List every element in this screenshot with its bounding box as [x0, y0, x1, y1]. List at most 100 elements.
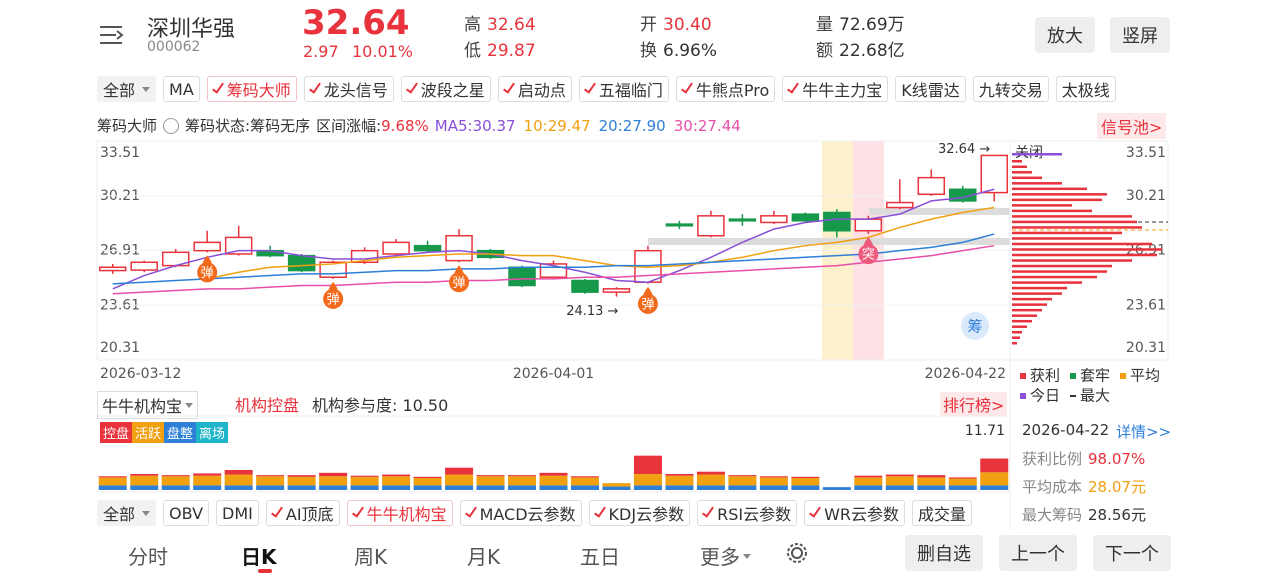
- volume-selector[interactable]: 牛牛机构宝: [97, 391, 199, 419]
- check-icon: [211, 80, 224, 94]
- tab-label[interactable]: 波段之星: [420, 81, 485, 100]
- header-button[interactable]: 放大: [1035, 17, 1095, 53]
- tab-label[interactable]: AI顶底: [285, 505, 334, 524]
- y-tick-label: 20.31: [1126, 340, 1166, 356]
- volume-segment: [287, 485, 316, 490]
- indicator-tab[interactable]: 牛熊点Pro: [675, 76, 776, 102]
- indicator-tab[interactable]: 筹码大师: [206, 76, 297, 102]
- volume-segment: [539, 475, 568, 486]
- legend-label: 平均: [1130, 367, 1160, 385]
- indicator-tab[interactable]: 九转交易: [972, 76, 1049, 102]
- volume-segment: [130, 485, 159, 490]
- nav-tab[interactable]: 分时: [128, 545, 168, 569]
- stat-label: 额: [816, 41, 833, 61]
- chip-status: 筹码状态:筹码无序: [185, 117, 311, 135]
- chip-bar: [1012, 193, 1107, 196]
- legend-label: 套牢: [1080, 367, 1110, 385]
- nav-tab[interactable]: 日K: [241, 545, 277, 569]
- indicator-tab[interactable]: 牛牛机构宝: [346, 500, 453, 526]
- stat-label: 低: [464, 41, 481, 61]
- chip-bar: [1012, 275, 1097, 279]
- legend-label: 最大: [1080, 387, 1110, 405]
- nav-tab[interactable]: 月K: [467, 545, 501, 569]
- legend-swatch: [1020, 373, 1026, 379]
- tab-label[interactable]: 太极线: [1061, 81, 1110, 100]
- tab-label[interactable]: 筹码大师: [226, 81, 291, 100]
- tab-label[interactable]: 牛熊点Pro: [695, 81, 770, 100]
- rank-link[interactable]: 排行榜>: [940, 392, 1008, 416]
- indicator-tab[interactable]: 五福临门: [578, 76, 669, 102]
- indicator-tab[interactable]: 启动点: [497, 76, 572, 102]
- volume-segment: [728, 475, 757, 477]
- tab-label[interactable]: KDJ云参数: [608, 505, 685, 524]
- tab-label[interactable]: DMI: [222, 503, 253, 523]
- panel-row: 获利比例 98.07%: [1022, 448, 1145, 469]
- header-button[interactable]: 竖屏: [1110, 17, 1170, 53]
- volume-segment: [885, 476, 914, 486]
- tab-label[interactable]: OBV: [169, 503, 204, 523]
- indicator-tab[interactable]: DMI: [216, 500, 259, 526]
- chip-title: 筹码大师: [97, 117, 158, 135]
- nav-more-label[interactable]: 更多: [700, 545, 740, 569]
- tab-label[interactable]: 五福临门: [598, 81, 663, 100]
- help-icon[interactable]: [163, 117, 180, 134]
- indicator-tab[interactable]: 波段之星: [400, 76, 491, 102]
- indicator-tab[interactable]: 龙头信号: [303, 76, 394, 102]
- tab-label[interactable]: 九转交易: [978, 81, 1043, 100]
- tab-label[interactable]: 龙头信号: [323, 81, 388, 100]
- indicator-tab[interactable]: AI顶底: [265, 500, 340, 526]
- stock-code: 000062: [147, 39, 201, 55]
- chip-button-label[interactable]: 筹: [967, 318, 982, 336]
- volume-selector-label[interactable]: 牛牛机构宝: [102, 397, 183, 416]
- tab-label[interactable]: RSI云参数: [717, 505, 792, 524]
- volume-segment: [665, 485, 694, 490]
- chip-button[interactable]: [961, 312, 989, 340]
- volume-segment: [98, 477, 127, 486]
- indicator-tab[interactable]: 牛牛主力宝: [782, 76, 889, 102]
- tab-label[interactable]: 全部: [103, 505, 136, 524]
- indicator-tab[interactable]: 太极线: [1055, 76, 1116, 102]
- volume-segment: [161, 476, 190, 486]
- volume-legend-item: 活跃: [132, 422, 165, 443]
- menu-icon[interactable]: [100, 26, 124, 44]
- tab-label[interactable]: K线雷达: [901, 81, 960, 100]
- candle-body: [98, 266, 127, 272]
- indicator-tab[interactable]: MACD云参数: [459, 500, 582, 526]
- tab-label[interactable]: MACD云参数: [479, 505, 576, 524]
- tab-label[interactable]: 牛牛机构宝: [366, 505, 447, 524]
- candle-body: [571, 279, 599, 293]
- indicator-tab[interactable]: RSI云参数: [697, 500, 798, 526]
- volume-segment: [508, 485, 537, 490]
- indicator-tab[interactable]: WR云参数: [804, 500, 906, 526]
- chip-bar: [1012, 187, 1087, 191]
- signal-pool[interactable]: 信号池>: [1097, 113, 1167, 139]
- tab-label[interactable]: 成交量: [918, 505, 967, 524]
- nav-button[interactable]: 下一个: [1093, 535, 1171, 571]
- nav-button[interactable]: 删自选: [905, 535, 983, 571]
- tab-label[interactable]: WR云参数: [824, 505, 900, 524]
- volume-segment: [791, 477, 820, 486]
- indicator-tab[interactable]: K线雷达: [895, 76, 966, 102]
- low-label: 24.13 →: [566, 304, 618, 319]
- nav-button[interactable]: 上一个: [999, 535, 1077, 571]
- nav-tab[interactable]: 五日: [580, 545, 620, 569]
- indicator-tab[interactable]: 全部: [97, 76, 157, 102]
- tab-label[interactable]: MA: [169, 79, 194, 99]
- indicator-tab[interactable]: MA: [163, 76, 200, 102]
- chip-bar: [1012, 342, 1017, 345]
- panel-details[interactable]: 详情>>: [1116, 423, 1172, 441]
- tab-label[interactable]: 启动点: [517, 81, 566, 100]
- nav-tab[interactable]: 周K: [354, 545, 388, 569]
- indicator-tab[interactable]: OBV: [163, 500, 210, 526]
- tab-label[interactable]: 全部: [103, 81, 136, 100]
- volume-segment: [665, 475, 694, 486]
- nav-more[interactable]: 更多: [700, 541, 751, 570]
- stat-label: 高: [464, 15, 481, 35]
- indicator-tab[interactable]: 成交量: [912, 500, 973, 526]
- tab-label[interactable]: 牛牛主力宝: [802, 81, 883, 100]
- indicator-tab[interactable]: KDJ云参数: [588, 500, 691, 526]
- settings-icon[interactable]: [787, 543, 807, 563]
- indicator-tab[interactable]: 全部: [97, 500, 157, 526]
- chip-bar: [1012, 215, 1132, 218]
